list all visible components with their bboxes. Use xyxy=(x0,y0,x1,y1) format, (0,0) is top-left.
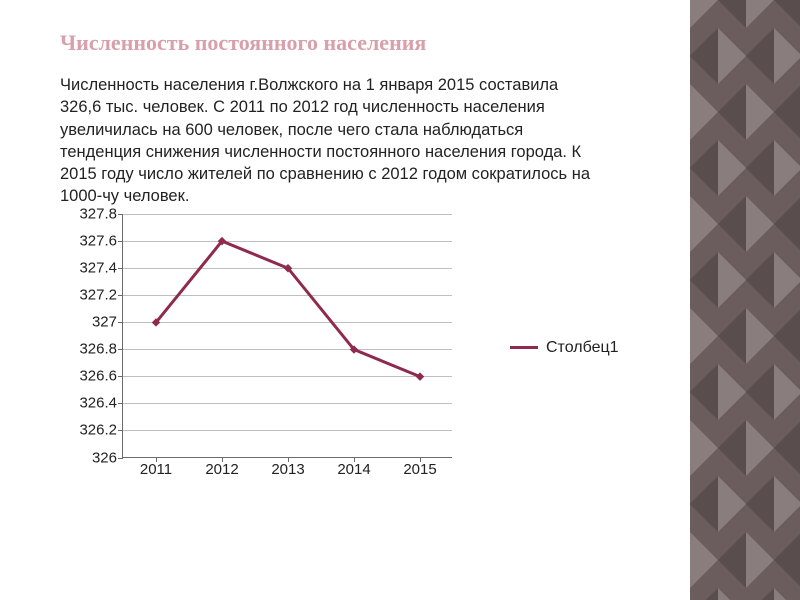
plot-area: 326326.2326.4326.6326.8327327.2327.4327.… xyxy=(122,214,452,458)
y-tick-label: 326 xyxy=(92,449,123,466)
legend-swatch xyxy=(510,346,538,349)
x-tick-label: 2013 xyxy=(271,457,304,478)
chart-legend: Столбец1 xyxy=(510,339,619,357)
slide-body: Численность населения г.Волжского на 1 я… xyxy=(60,74,600,208)
y-tick-label: 326.8 xyxy=(79,341,123,358)
population-chart: 326 326.2 326.4 326.6 326.8 327 327.2 327.4 327.… xyxy=(60,208,480,488)
y-tick-label: 327.4 xyxy=(79,259,123,276)
y-tick-label: 327.8 xyxy=(79,205,123,222)
slide-title: Численность постоянного населения xyxy=(60,30,650,56)
decorative-pattern xyxy=(690,0,800,600)
y-tick-label: 327 xyxy=(92,314,123,331)
chart-container: 326 326.2 326.4 326.6 326.8 327 327.2 327.4 327.… xyxy=(60,208,650,488)
slide-content: Численность постоянного населения Числен… xyxy=(0,0,690,600)
y-tick-label: 326.2 xyxy=(79,422,123,439)
x-tick-label: 2015 xyxy=(403,457,436,478)
x-tick-label: 2011 xyxy=(140,457,172,478)
y-tick-label: 326.6 xyxy=(79,368,123,385)
y-tick-label: 327.2 xyxy=(79,286,123,303)
x-tick-label: 2012 xyxy=(205,457,238,478)
x-tick-label: 2014 xyxy=(337,457,370,478)
y-tick-label: 326.4 xyxy=(79,395,123,412)
y-tick-label: 327.6 xyxy=(79,232,123,249)
legend-label: Столбец1 xyxy=(546,339,619,357)
